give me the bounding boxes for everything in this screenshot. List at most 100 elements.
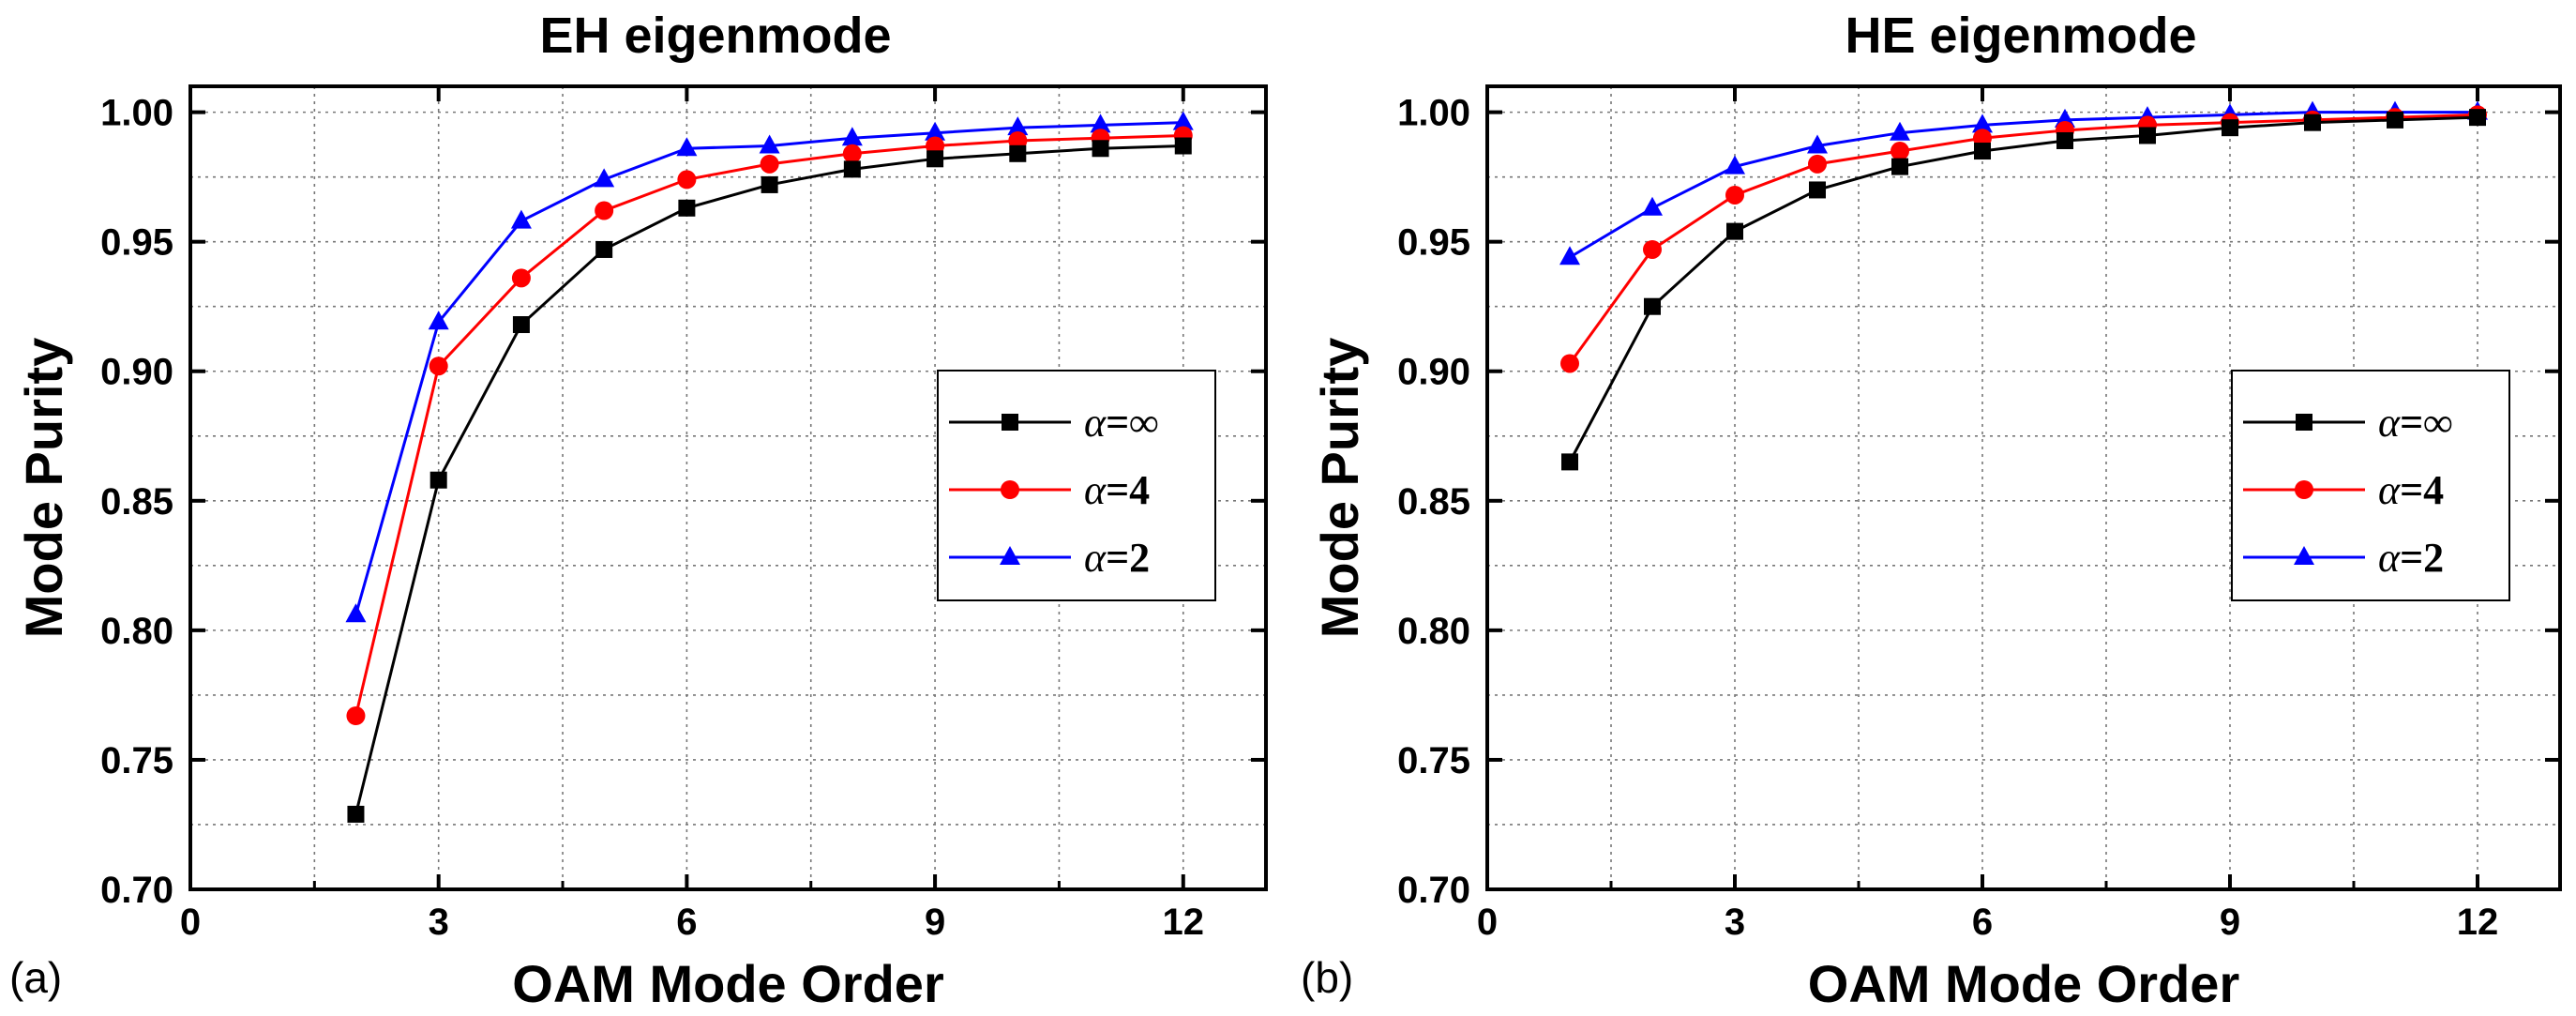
chart-panel-b: 0 3 6 9 12 0.70 0.75 0.80 0.85 0.90 0.95 1.00 HE eig… xyxy=(1301,8,2562,1013)
legend-item: α=∞ xyxy=(949,400,1159,446)
legend-symbol: α xyxy=(1084,467,1107,513)
legend-value: =2 xyxy=(1106,535,1150,581)
data-point xyxy=(347,805,365,823)
y-tick-label: 0.85 xyxy=(100,481,173,523)
plot-frame xyxy=(188,84,1268,891)
data-point xyxy=(1009,144,1027,162)
legend: α=∞α=4α=2 xyxy=(937,370,1216,601)
series-triangle xyxy=(1559,100,2488,265)
data-point xyxy=(1974,143,1991,160)
data-point xyxy=(512,316,530,334)
data-point xyxy=(1560,354,1579,373)
legend-marker xyxy=(2295,480,2313,499)
data-point xyxy=(1890,121,1910,141)
y-tick-label: 0.95 xyxy=(100,222,173,264)
y-tick-label: 0.80 xyxy=(100,611,173,652)
y-tick-label: 0.70 xyxy=(1397,870,1470,911)
legend-box xyxy=(937,370,1216,601)
legend-value: =∞ xyxy=(2400,400,2452,446)
y-tick-label: 0.90 xyxy=(1397,352,1470,393)
legend-item: α=4 xyxy=(2243,467,2444,513)
y-tick-label: 1.00 xyxy=(1397,93,1470,134)
data-point xyxy=(841,127,863,146)
legend-label: α=∞ xyxy=(2378,400,2453,446)
x-tick-label: 12 xyxy=(2457,902,2499,943)
y-tick-label: 0.95 xyxy=(1397,222,1470,264)
legend-symbol: α xyxy=(1084,400,1107,446)
legend-value: =4 xyxy=(2400,467,2444,513)
data-point xyxy=(1808,154,1827,174)
series-square xyxy=(1561,109,2486,471)
y-tick-label: 1.00 xyxy=(100,93,173,134)
legend-marker xyxy=(2296,414,2312,431)
data-point xyxy=(678,199,696,217)
data-point xyxy=(1725,155,1745,174)
legend-symbol: α xyxy=(1084,535,1107,581)
data-point xyxy=(429,356,448,376)
data-point xyxy=(1807,134,1828,154)
legend-label: α=∞ xyxy=(1084,400,1159,446)
x-tick-label: 3 xyxy=(1725,902,1745,943)
legend-item: α=4 xyxy=(949,467,1150,513)
data-point xyxy=(595,240,613,258)
x-tick-label: 3 xyxy=(429,902,449,943)
x-tick-label: 6 xyxy=(1972,902,1993,943)
data-point xyxy=(1642,196,1663,216)
series-line xyxy=(1569,111,2478,259)
legend-value: =2 xyxy=(2400,535,2444,581)
series-line xyxy=(1568,115,2478,463)
data-point xyxy=(1891,158,1908,175)
x-tick-label: 0 xyxy=(180,902,201,943)
data-point xyxy=(1174,137,1192,155)
legend-item: α=∞ xyxy=(2243,400,2453,446)
plot-frame xyxy=(1485,84,2562,891)
data-point xyxy=(2469,109,2486,127)
legend-marker xyxy=(2294,546,2314,565)
chart-panel-a: 0 3 6 9 12 0.70 0.75 0.80 0.85 0.90 0.95 1.00 EH eig… xyxy=(9,8,1268,1013)
data-point xyxy=(511,268,531,288)
data-point xyxy=(2222,119,2238,137)
data-point xyxy=(926,150,944,168)
y-tick-label: 0.85 xyxy=(1397,481,1470,523)
data-point xyxy=(1172,111,1194,130)
legend-symbol: α xyxy=(2378,535,2401,581)
data-point xyxy=(1007,116,1029,136)
legend-label: α=4 xyxy=(2378,467,2444,513)
data-point xyxy=(1092,140,1109,158)
legend-marker xyxy=(1001,480,1019,499)
y-axis-label: Mode Purity xyxy=(1310,338,1369,638)
data-point xyxy=(676,137,698,157)
legend-value: =∞ xyxy=(1106,400,1158,446)
chart-title: HE eigenmode xyxy=(1845,8,2196,64)
y-tick-label: 0.75 xyxy=(100,740,173,781)
x-tick-label: 9 xyxy=(2220,902,2240,943)
y-tick-label: 0.80 xyxy=(1397,611,1470,652)
legend-item: α=2 xyxy=(949,535,1150,581)
legend-label: α=4 xyxy=(1084,467,1150,513)
x-tick-label: 6 xyxy=(676,902,697,943)
x-axis-label: OAM Mode Order xyxy=(512,954,943,1013)
chart-title: EH eigenmode xyxy=(539,8,891,64)
data-point xyxy=(1561,453,1578,471)
data-point xyxy=(2387,111,2403,129)
data-point xyxy=(595,201,614,220)
grid xyxy=(190,86,1266,889)
data-point xyxy=(925,121,946,141)
data-point xyxy=(842,144,862,163)
legend: α=∞α=4α=2 xyxy=(2231,370,2510,601)
data-point xyxy=(761,175,778,193)
legend-symbol: α xyxy=(2378,400,2401,446)
x-tick-label: 0 xyxy=(1477,902,1498,943)
series-square xyxy=(347,137,1192,823)
data-point xyxy=(345,603,367,623)
legend-label: α=2 xyxy=(1084,535,1150,581)
data-point xyxy=(428,311,449,330)
data-point xyxy=(2139,127,2156,144)
data-point xyxy=(1972,114,1993,133)
data-point xyxy=(760,154,779,174)
x-axis-label: OAM Mode Order xyxy=(1808,954,2239,1013)
legend-item: α=2 xyxy=(2243,535,2444,581)
legend-box xyxy=(2231,370,2510,601)
data-point xyxy=(843,160,861,178)
